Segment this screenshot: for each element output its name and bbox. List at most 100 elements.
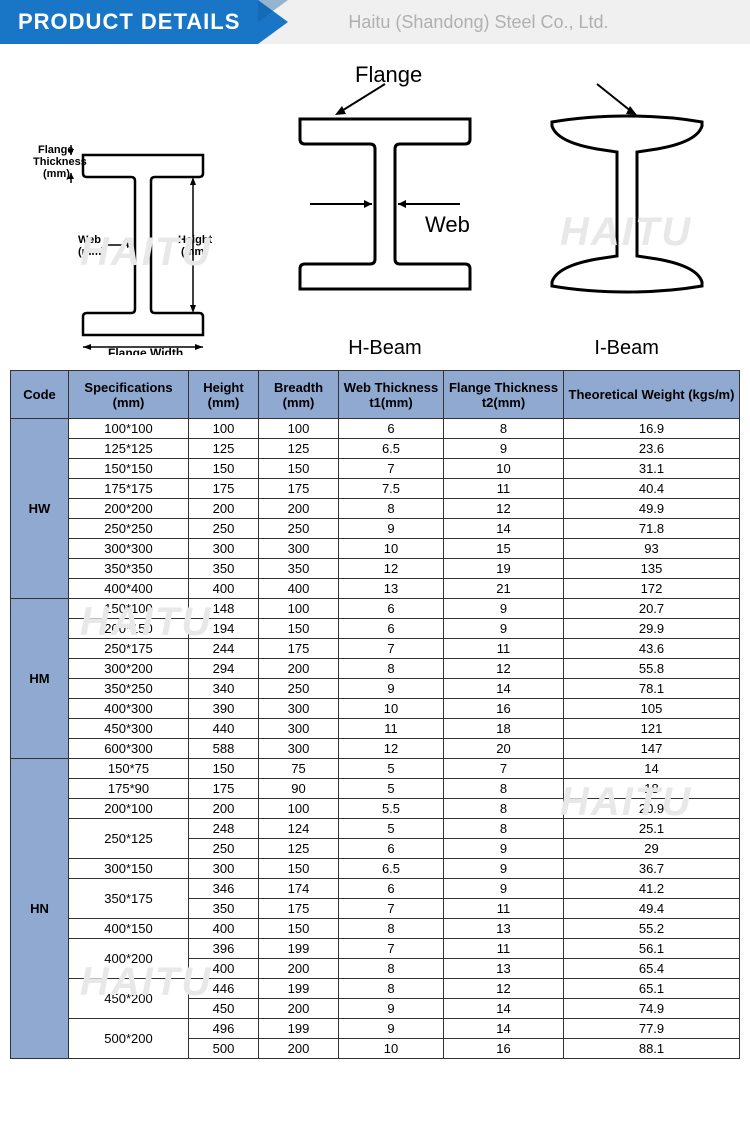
data-cell: 8 — [444, 799, 564, 819]
spec-cell: 150*75 — [69, 759, 189, 779]
data-cell: 90 — [259, 779, 339, 799]
svg-text:Flange: Flange — [38, 144, 73, 156]
table-row: 350*3503503501219135 — [11, 559, 740, 579]
data-cell: 11 — [339, 719, 444, 739]
table-row: 450*20044619981265.1 — [11, 979, 740, 999]
data-cell: 9 — [339, 1019, 444, 1039]
data-cell: 200 — [259, 659, 339, 679]
data-cell: 199 — [259, 1019, 339, 1039]
data-cell: 16 — [444, 699, 564, 719]
col-spec: Specifications (mm) — [69, 371, 189, 419]
data-cell: 6 — [339, 599, 444, 619]
data-cell: 400 — [189, 919, 259, 939]
table-row: 300*20029420081255.8 — [11, 659, 740, 679]
dimension-diagram: Flange Thickness (mm) Web (mm) Height (m… — [33, 95, 233, 360]
table-row: 200*1002001005.5820.9 — [11, 799, 740, 819]
data-cell: 16 — [444, 1039, 564, 1059]
spec-cell: 350*350 — [69, 559, 189, 579]
data-cell: 300 — [189, 859, 259, 879]
data-cell: 150 — [259, 919, 339, 939]
data-cell: 125 — [259, 839, 339, 859]
data-cell: 250 — [189, 839, 259, 859]
col-height: Height (mm) — [189, 371, 259, 419]
data-cell: 194 — [189, 619, 259, 639]
data-cell: 124 — [259, 819, 339, 839]
svg-text:Flange Width: Flange Width — [108, 346, 183, 355]
data-cell: 41.2 — [564, 879, 740, 899]
data-cell: 446 — [189, 979, 259, 999]
data-cell: 400 — [189, 959, 259, 979]
data-cell: 350 — [189, 899, 259, 919]
data-cell: 14 — [564, 759, 740, 779]
spec-cell: 350*175 — [69, 879, 189, 919]
data-cell: 200 — [259, 499, 339, 519]
data-cell: 125 — [189, 439, 259, 459]
data-cell: 200 — [189, 499, 259, 519]
data-cell: 5 — [339, 819, 444, 839]
spec-cell: 100*100 — [69, 419, 189, 439]
spec-cell: 400*400 — [69, 579, 189, 599]
data-cell: 294 — [189, 659, 259, 679]
data-cell: 200 — [189, 799, 259, 819]
data-cell: 14 — [444, 999, 564, 1019]
table-row: 200*20020020081249.9 — [11, 499, 740, 519]
table-row: 250*1252481245825.1 — [11, 819, 740, 839]
table-row: HM150*1001481006920.7 — [11, 599, 740, 619]
data-cell: 43.6 — [564, 639, 740, 659]
data-cell: 8 — [339, 959, 444, 979]
code-cell: HN — [11, 759, 69, 1059]
spec-cell: 125*125 — [69, 439, 189, 459]
data-cell: 14 — [444, 679, 564, 699]
data-cell: 9 — [444, 599, 564, 619]
spec-cell: 250*125 — [69, 819, 189, 859]
flange-label: Flange — [355, 62, 422, 88]
svg-text:Thickness: Thickness — [33, 156, 87, 168]
data-cell: 36.7 — [564, 859, 740, 879]
table-row: 400*3003903001016105 — [11, 699, 740, 719]
data-cell: 11 — [444, 939, 564, 959]
spec-cell: 250*175 — [69, 639, 189, 659]
data-cell: 56.1 — [564, 939, 740, 959]
data-cell: 6 — [339, 619, 444, 639]
data-cell: 300 — [259, 699, 339, 719]
data-cell: 6.5 — [339, 439, 444, 459]
table-row: 400*15040015081355.2 — [11, 919, 740, 939]
data-cell: 7 — [339, 459, 444, 479]
spec-cell: 450*300 — [69, 719, 189, 739]
data-cell: 12 — [339, 739, 444, 759]
data-cell: 300 — [259, 719, 339, 739]
data-cell: 12 — [444, 659, 564, 679]
data-cell: 400 — [259, 579, 339, 599]
data-cell: 29.9 — [564, 619, 740, 639]
data-cell: 13 — [444, 919, 564, 939]
data-cell: 396 — [189, 939, 259, 959]
data-cell: 7.5 — [339, 479, 444, 499]
svg-text:(mm): (mm) — [181, 246, 208, 258]
table-row: 350*1753461746941.2 — [11, 879, 740, 899]
code-cell: HW — [11, 419, 69, 599]
data-cell: 15 — [444, 539, 564, 559]
spec-cell: 175*90 — [69, 779, 189, 799]
data-cell: 400 — [189, 579, 259, 599]
data-cell: 6 — [339, 879, 444, 899]
data-cell: 65.1 — [564, 979, 740, 999]
data-cell: 340 — [189, 679, 259, 699]
spec-cell: 400*200 — [69, 939, 189, 979]
data-cell: 25.1 — [564, 819, 740, 839]
data-cell: 65.4 — [564, 959, 740, 979]
data-cell: 10 — [339, 1039, 444, 1059]
col-weight: Theoretical Weight (kgs/m) — [564, 371, 740, 419]
table-row: 450*3004403001118121 — [11, 719, 740, 739]
beam-diagrams: Flange Flange Thickness (mm) Web (mm) He… — [0, 44, 750, 370]
data-cell: 10 — [339, 539, 444, 559]
data-cell: 148 — [189, 599, 259, 619]
data-cell: 21 — [444, 579, 564, 599]
data-cell: 5.5 — [339, 799, 444, 819]
spec-cell: 200*200 — [69, 499, 189, 519]
table-row: 125*1251251256.5923.6 — [11, 439, 740, 459]
i-beam-label: I-Beam — [537, 337, 717, 360]
data-cell: 88.1 — [564, 1039, 740, 1059]
data-cell: 500 — [189, 1039, 259, 1059]
data-cell: 14 — [444, 1019, 564, 1039]
col-breadth: Breadth (mm) — [259, 371, 339, 419]
